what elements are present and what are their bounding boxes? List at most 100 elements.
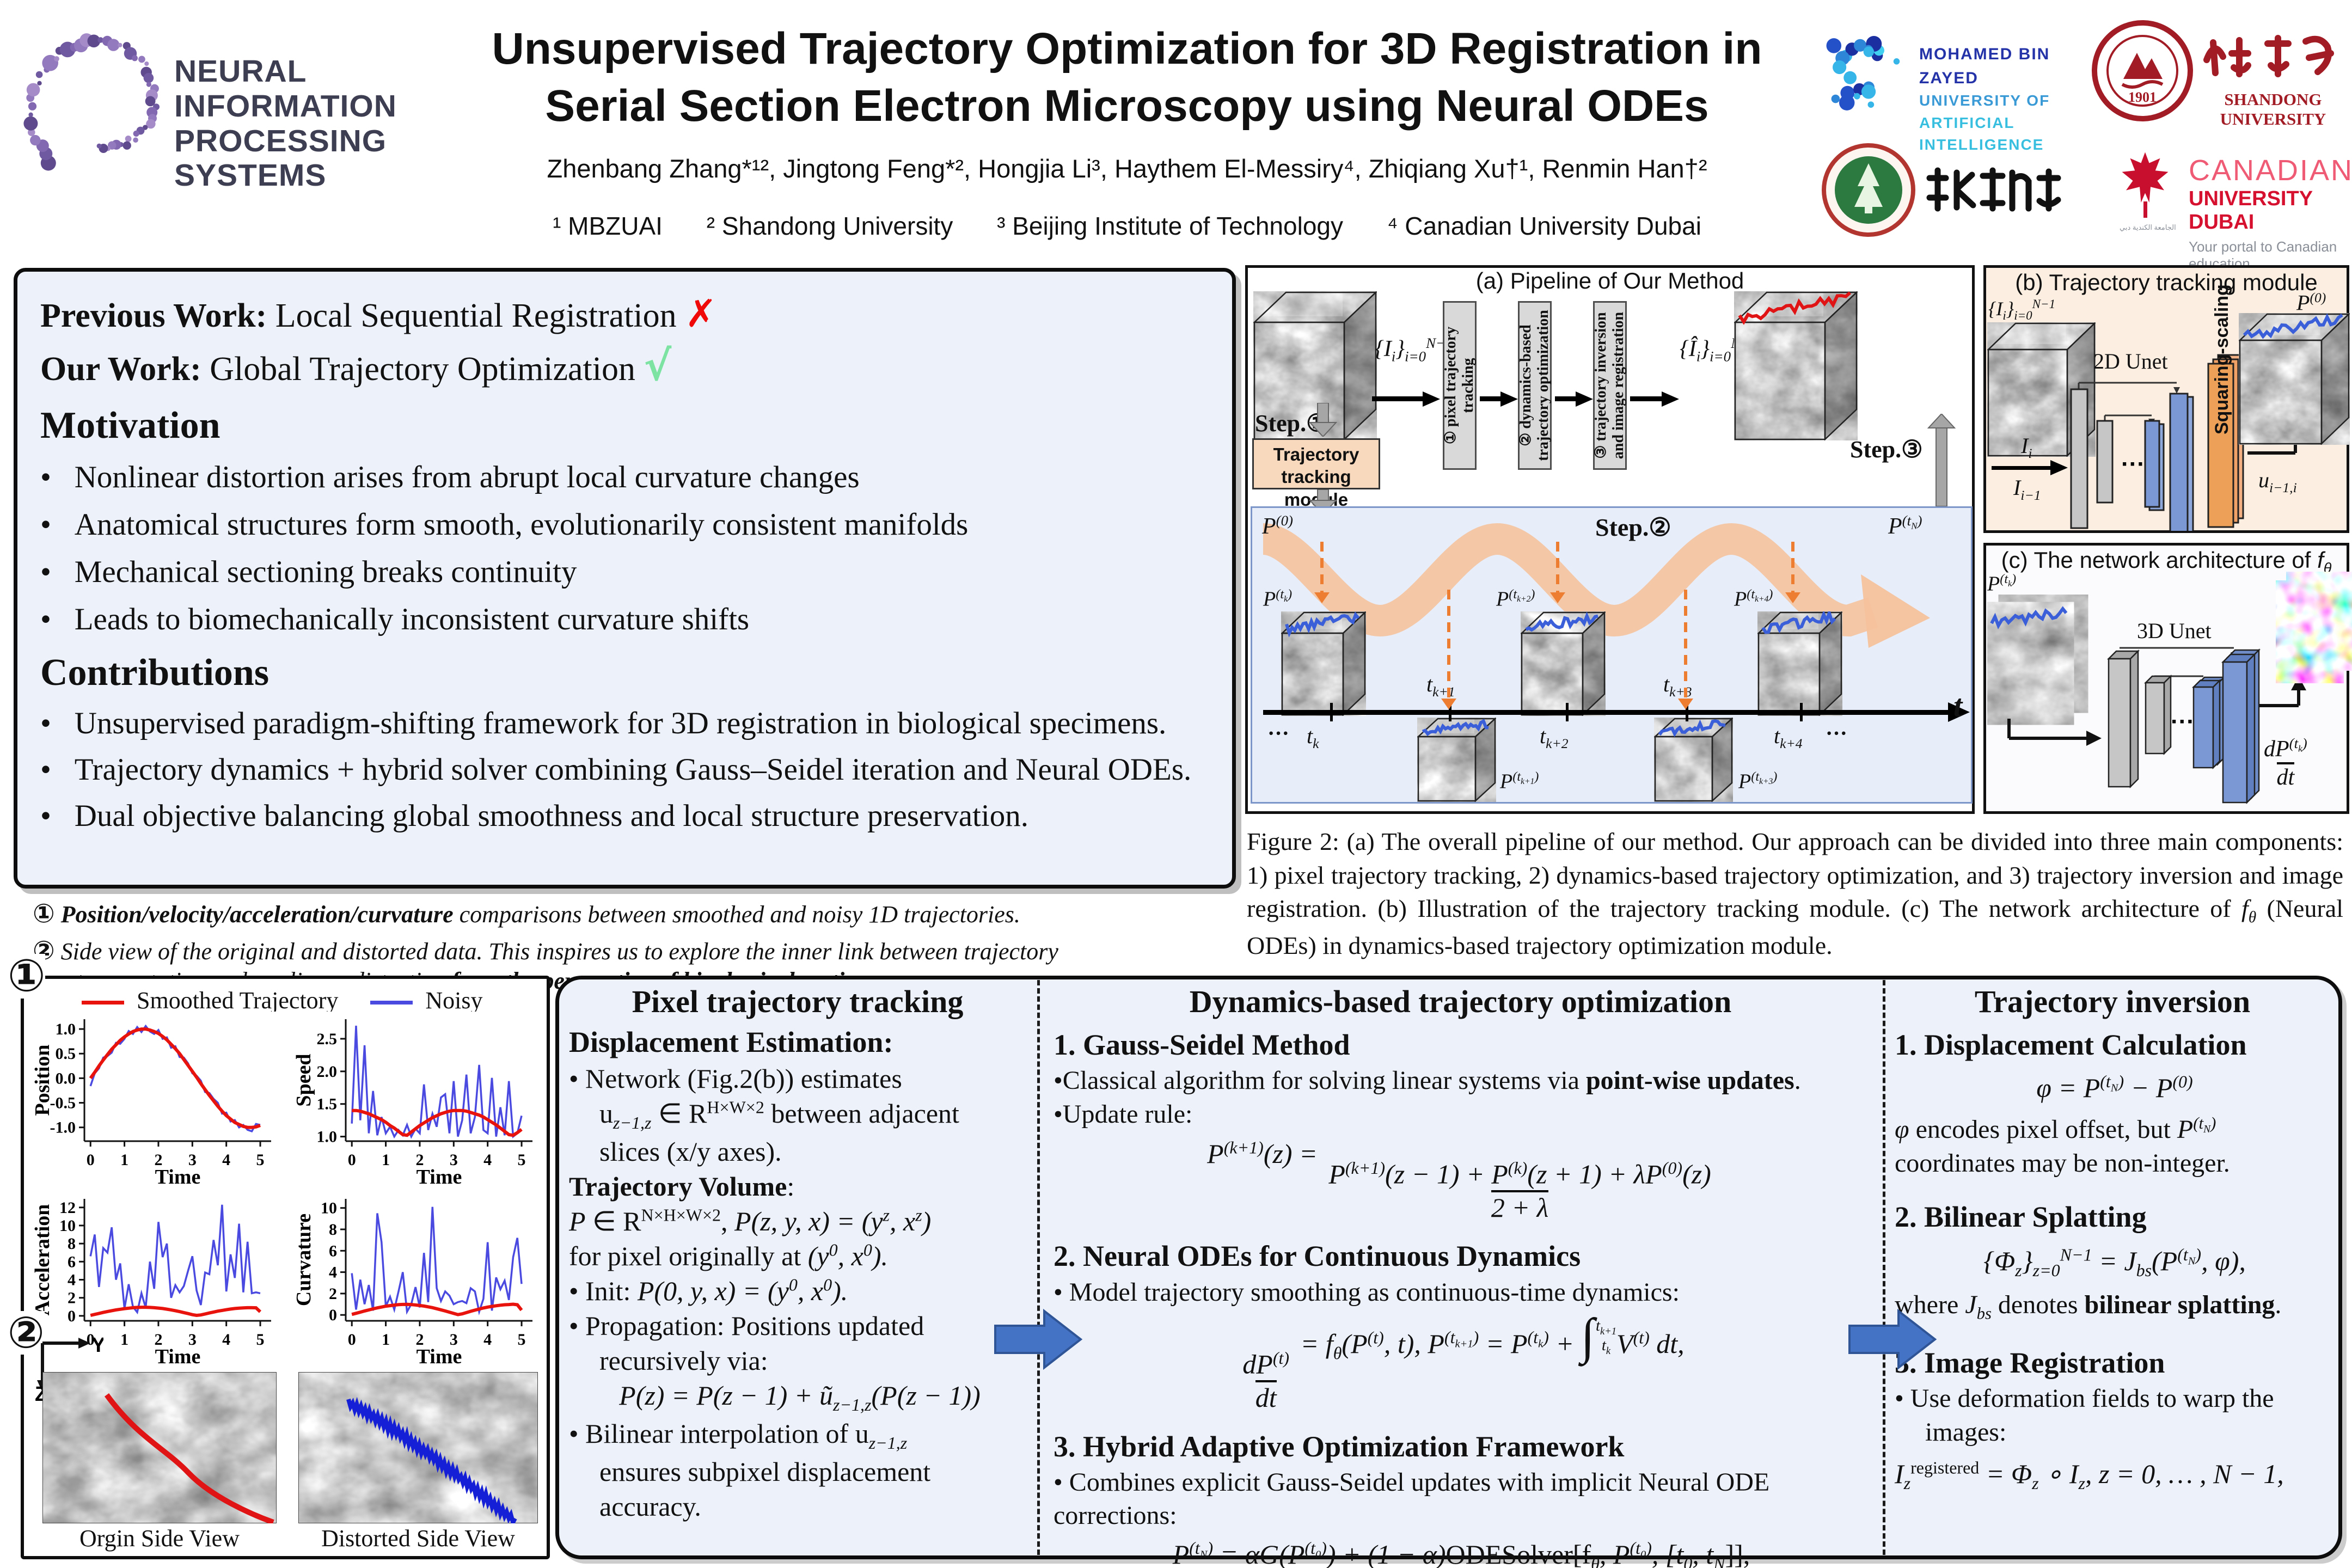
cud-line2: UNIVERSITY DUBAI (2189, 187, 2313, 234)
note-2-text: Side view of the original and distorted … (60, 938, 1058, 965)
col2-formula-hybrid: P(tN) = αG(P(t0)) + (1 − α)ODESolver[fθ,… (1172, 1538, 1750, 1568)
curvature-chart: 0 2 4 6 8 10 0 1 2 3 4 5 Time Curvature (294, 1191, 539, 1371)
unet2d-diagram: ··· (2070, 382, 2194, 531)
b-p0-label: P(0) (2296, 290, 2326, 315)
contribution-bullet: • Trajectory dynamics + hybrid solver co… (40, 752, 1192, 787)
col2-h1: 1. Gauss-Seidel Method (1054, 1028, 1350, 1061)
figure2-caption: Figure 2: (a) The overall pipeline of ou… (1247, 828, 2343, 959)
col3-formula-splatting: {Φz}z=0N−1 = Jbs(P(tN), φ), (1983, 1245, 2246, 1281)
svg-text:4: 4 (329, 1264, 337, 1282)
svg-text:4: 4 (483, 1151, 492, 1169)
intro-panel: Previous Work: Local Sequential Registra… (14, 268, 1236, 889)
shandong-seal-icon: 1901 (2091, 19, 2194, 122)
time-axis (1263, 710, 1952, 715)
svg-text:6: 6 (68, 1253, 76, 1271)
col1-l3: slices (x/y axes). (599, 1136, 782, 1167)
col2-formula-neural-ode: dP(t) dt = fθ(P(t), t), P(tk+1) = P(tk) +… (1242, 1309, 1685, 1413)
poster-title: Unsupervised Trajectory Optimization for… (490, 21, 1764, 135)
col1-l1: • Network (Fig.2(b)) estimates (569, 1063, 902, 1094)
tk3-tick-label: tk+3 (1663, 672, 1692, 700)
mbzuai-line2: UNIVERSITY OF (1919, 92, 2050, 109)
ptk3-label: P(tk+3) (1738, 769, 1778, 793)
svg-text:0: 0 (329, 1306, 337, 1324)
col3-title: Trajectory inversion (1974, 984, 2251, 1019)
affiliations-line: ¹ MBZUAI ² Shandong University ³ Beijing… (468, 211, 1786, 241)
col1-h1: Displacement Estimation: (569, 1026, 893, 1058)
col1-l2: uz−1,z ∈ RH×W×2 between adjacent (599, 1097, 959, 1133)
col3-l1: φ encodes pixel offset, but P(tN) (1895, 1114, 2216, 1144)
bit-seal-icon (1821, 143, 1916, 238)
col2-l2: •Update rule: (1054, 1099, 1193, 1129)
shandong-logo: 1901 SHANDONG UNIVERSITY (2091, 19, 2347, 139)
note-2: ② Side view of the original and distorte… (33, 935, 1252, 966)
col2-h2: 2. Neural ODEs for Continuous Dynamics (1054, 1240, 1581, 1273)
ellipsis: ··· (1267, 721, 1290, 745)
svg-text:2: 2 (415, 1331, 424, 1349)
svg-text:4: 4 (68, 1271, 76, 1289)
svg-text:3: 3 (188, 1151, 197, 1169)
svg-text:3: 3 (450, 1151, 458, 1169)
methods-panel (555, 976, 2342, 1559)
origin-side-view-caption: Orgin Side View (79, 1525, 240, 1552)
axis-tick (1449, 703, 1451, 721)
svg-text:4: 4 (222, 1151, 230, 1169)
b-input-label: {Ii}i=0N−1 (1988, 297, 2056, 323)
sample-time-arrows (1314, 542, 1800, 709)
svg-text:1.0: 1.0 (317, 1128, 338, 1146)
motivation-title: Motivation (40, 405, 220, 446)
pipeline-arrow (1480, 391, 1518, 407)
svg-text:1.5: 1.5 (317, 1095, 338, 1113)
note-1-bold: Position/velocity/acceleration/curvature (60, 901, 454, 928)
flow-arrow-1 (994, 1308, 1083, 1370)
axis-tick (1800, 703, 1803, 721)
svg-text:0: 0 (87, 1151, 95, 1169)
svg-text:1: 1 (382, 1331, 390, 1349)
time-axis-arrowhead (1948, 702, 1970, 722)
cud-line1: CANADIAN (2189, 154, 2352, 187)
c-input-slices-image (1987, 595, 2102, 731)
affiliation-3: ³ Beijing Institute of Technology (997, 212, 1343, 240)
pipeline-stage-3: ③ trajectory inversion and image registra… (1592, 301, 1627, 470)
column-separator (1037, 980, 1040, 1555)
svg-text:3: 3 (188, 1331, 197, 1349)
col2-formula-gauss-seidel: P(k+1)(z) = P(k+1)(z − 1) + P(k)(z + 1) … (1207, 1137, 1711, 1223)
ptN-label: P(tN) (1888, 512, 1922, 539)
contribution-bullet: • Dual objective balancing global smooth… (40, 799, 1028, 833)
svg-text:5: 5 (518, 1151, 526, 1169)
input-stack-label: {Ii}i=0N−1 (1375, 335, 1453, 365)
b-input-arrow (1992, 460, 2068, 475)
unet3d-diagram: ··· (2106, 647, 2261, 805)
note-1: ① Position/velocity/acceleration/curvatu… (33, 898, 1247, 929)
col3-body: 1. Displacement Calculation φ = P(tN) − … (1895, 1026, 2335, 1494)
svg-text:-1.0: -1.0 (50, 1119, 76, 1137)
shandong-name: SHANDONG UNIVERSITY (2220, 90, 2326, 128)
svg-text:1901: 1901 (2128, 89, 2157, 105)
legend-noisy-swatch (370, 1001, 413, 1005)
authors-line: Zhenbang Zhang*¹², Jingtong Feng*², Hong… (547, 154, 1707, 183)
svg-text:12: 12 (59, 1199, 76, 1217)
motivation-bullet: • Anatomical structures form smooth, evo… (40, 507, 969, 542)
svg-text:4: 4 (483, 1331, 492, 1349)
svg-text:2: 2 (329, 1285, 337, 1303)
motivation-bullet: • Nonlinear distortion arises from abrup… (40, 460, 860, 494)
svg-text:0.5: 0.5 (56, 1045, 76, 1063)
motivation-bullet: • Leads to biomechanically inconsistent … (40, 602, 750, 636)
tk1-tick-label: tk+1 (1426, 672, 1455, 700)
mbzuai-line1: MOHAMED BIN ZAYED (1919, 45, 2050, 87)
col1-l11: ensures subpixel displacement (599, 1456, 931, 1487)
col3-formula-displacement: φ = P(tN) − P(0) (2036, 1071, 2193, 1104)
col1-l6: • Init: P(0, y, x) = (y0, x0). (569, 1275, 848, 1307)
svg-text:0: 0 (348, 1151, 356, 1169)
svg-text:Acceleration: Acceleration (33, 1204, 54, 1316)
pipeline-panel-title: (a) Pipeline of Our Method (1475, 268, 1744, 293)
svg-text:Position: Position (33, 1045, 54, 1116)
affiliation-4: ⁴ Canadian University Dubai (1387, 212, 1701, 240)
svg-text:0: 0 (87, 1331, 95, 1349)
svg-text:···: ··· (2121, 451, 2145, 477)
svg-text:8: 8 (68, 1235, 76, 1253)
svg-text:Time: Time (155, 1345, 201, 1368)
svg-text:2: 2 (68, 1289, 76, 1307)
speed-chart: 1.0 1.5 2.0 2.5 0 1 2 3 4 5 Time Speed (294, 1012, 539, 1191)
svg-text:1: 1 (120, 1151, 128, 1169)
